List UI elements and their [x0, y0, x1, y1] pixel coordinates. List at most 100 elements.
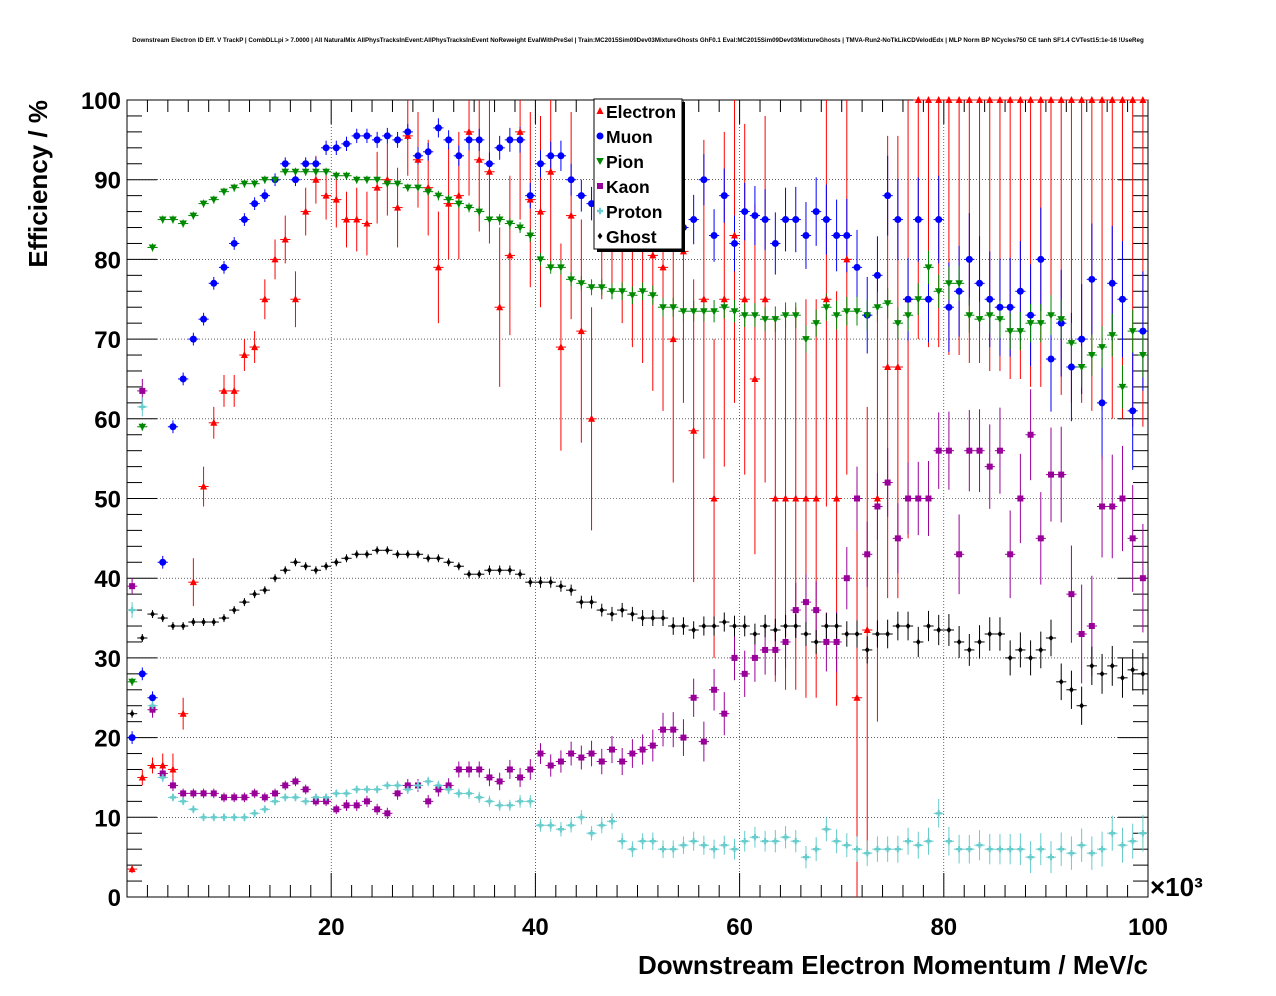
electron-point — [567, 211, 575, 219]
ghost-point — [711, 622, 717, 630]
ghost-point — [405, 551, 411, 558]
ghost-point — [129, 710, 135, 717]
x-tick-label: 80 — [930, 914, 957, 941]
proton-point — [139, 403, 146, 411]
proton-point — [976, 841, 983, 849]
kaon-point — [435, 786, 442, 793]
kaon-point — [1129, 535, 1136, 542]
y-tick-label: 80 — [94, 247, 121, 274]
electron-point — [210, 418, 218, 426]
ghost-point — [956, 638, 962, 646]
kaon-point — [782, 638, 789, 645]
pion-point — [1036, 320, 1045, 328]
ghost-point — [650, 614, 656, 622]
ghost-point — [476, 571, 482, 578]
pion-point — [863, 312, 872, 320]
pion-point — [618, 288, 626, 296]
proton-point — [517, 798, 524, 805]
legend-ghost-marker — [597, 232, 603, 240]
ghost-point — [875, 630, 880, 638]
muon-point — [955, 287, 963, 295]
muon-point — [251, 200, 259, 208]
ghost-point — [578, 598, 584, 606]
kaon-point — [1068, 591, 1075, 598]
pion-point — [1088, 352, 1096, 360]
muon-point — [281, 160, 289, 168]
electron-point — [291, 295, 299, 303]
y-tick-label: 50 — [94, 487, 121, 514]
muon-point — [1006, 303, 1014, 311]
pion-point — [659, 304, 667, 312]
proton-point — [506, 802, 513, 809]
proton-point — [425, 778, 432, 785]
proton-point — [1109, 830, 1116, 837]
electron-point — [496, 303, 504, 311]
electron-point — [138, 773, 146, 781]
muon-point — [720, 192, 728, 200]
kaon-point — [568, 750, 575, 757]
muon-point — [230, 239, 238, 247]
electron-point — [792, 494, 800, 502]
proton-point — [435, 782, 442, 789]
proton-point — [537, 822, 544, 829]
kaon-point — [772, 646, 779, 653]
ghost-point — [732, 622, 737, 630]
kaon-point — [996, 447, 1003, 454]
kaon-point — [874, 503, 881, 510]
ghost-point — [446, 559, 452, 566]
ghost-point — [691, 626, 697, 634]
pion-point — [955, 280, 963, 288]
electron-point — [955, 96, 963, 103]
kaon-point — [1078, 630, 1085, 637]
proton-point — [251, 810, 258, 817]
electron-point — [894, 362, 902, 370]
muon-point — [302, 160, 310, 168]
pion-point — [924, 264, 933, 272]
electron-point — [771, 494, 779, 502]
ghost-point — [772, 626, 778, 634]
ghost-point — [190, 618, 196, 626]
proton-point — [180, 798, 187, 805]
muon-point — [1078, 335, 1086, 343]
proton-point — [363, 786, 370, 793]
kaon-point — [282, 782, 289, 789]
legend-pion-label: Pion — [606, 152, 644, 172]
electron-point — [251, 343, 259, 351]
kaon-point — [966, 447, 973, 454]
electron-point — [935, 96, 943, 103]
electron-point — [353, 215, 361, 223]
kaon-point — [506, 766, 513, 773]
kaon-point — [159, 770, 166, 777]
pion-point — [536, 256, 545, 264]
ghost-point — [1099, 670, 1105, 678]
pion-point — [577, 280, 586, 288]
proton-point — [333, 790, 340, 797]
muon-point — [965, 255, 973, 263]
proton-point — [905, 838, 912, 845]
kaon-point — [537, 750, 544, 757]
pion-point — [240, 180, 249, 188]
electron-point — [1067, 96, 1075, 103]
proton-point — [1139, 830, 1146, 837]
ghost-point — [1120, 674, 1125, 682]
electron-point — [1016, 96, 1024, 103]
pion-point — [138, 423, 147, 431]
muon-point — [935, 216, 943, 224]
proton-point — [1048, 853, 1055, 861]
electron-point — [751, 374, 759, 382]
proton-point — [843, 841, 850, 849]
muon-point — [1139, 327, 1147, 335]
y-tick-label: 30 — [94, 646, 121, 673]
muon-point — [1118, 295, 1126, 303]
muon-point — [884, 192, 892, 200]
y-tick-label: 70 — [94, 327, 121, 354]
kaon-point — [813, 607, 820, 614]
pion-point — [832, 312, 841, 320]
proton-point — [1037, 845, 1044, 853]
legend-box — [593, 98, 683, 250]
muon-point — [567, 176, 575, 184]
electron-point — [782, 494, 790, 502]
proton-point — [200, 814, 207, 821]
kaon-point — [363, 798, 370, 805]
kaon-point — [425, 798, 432, 805]
